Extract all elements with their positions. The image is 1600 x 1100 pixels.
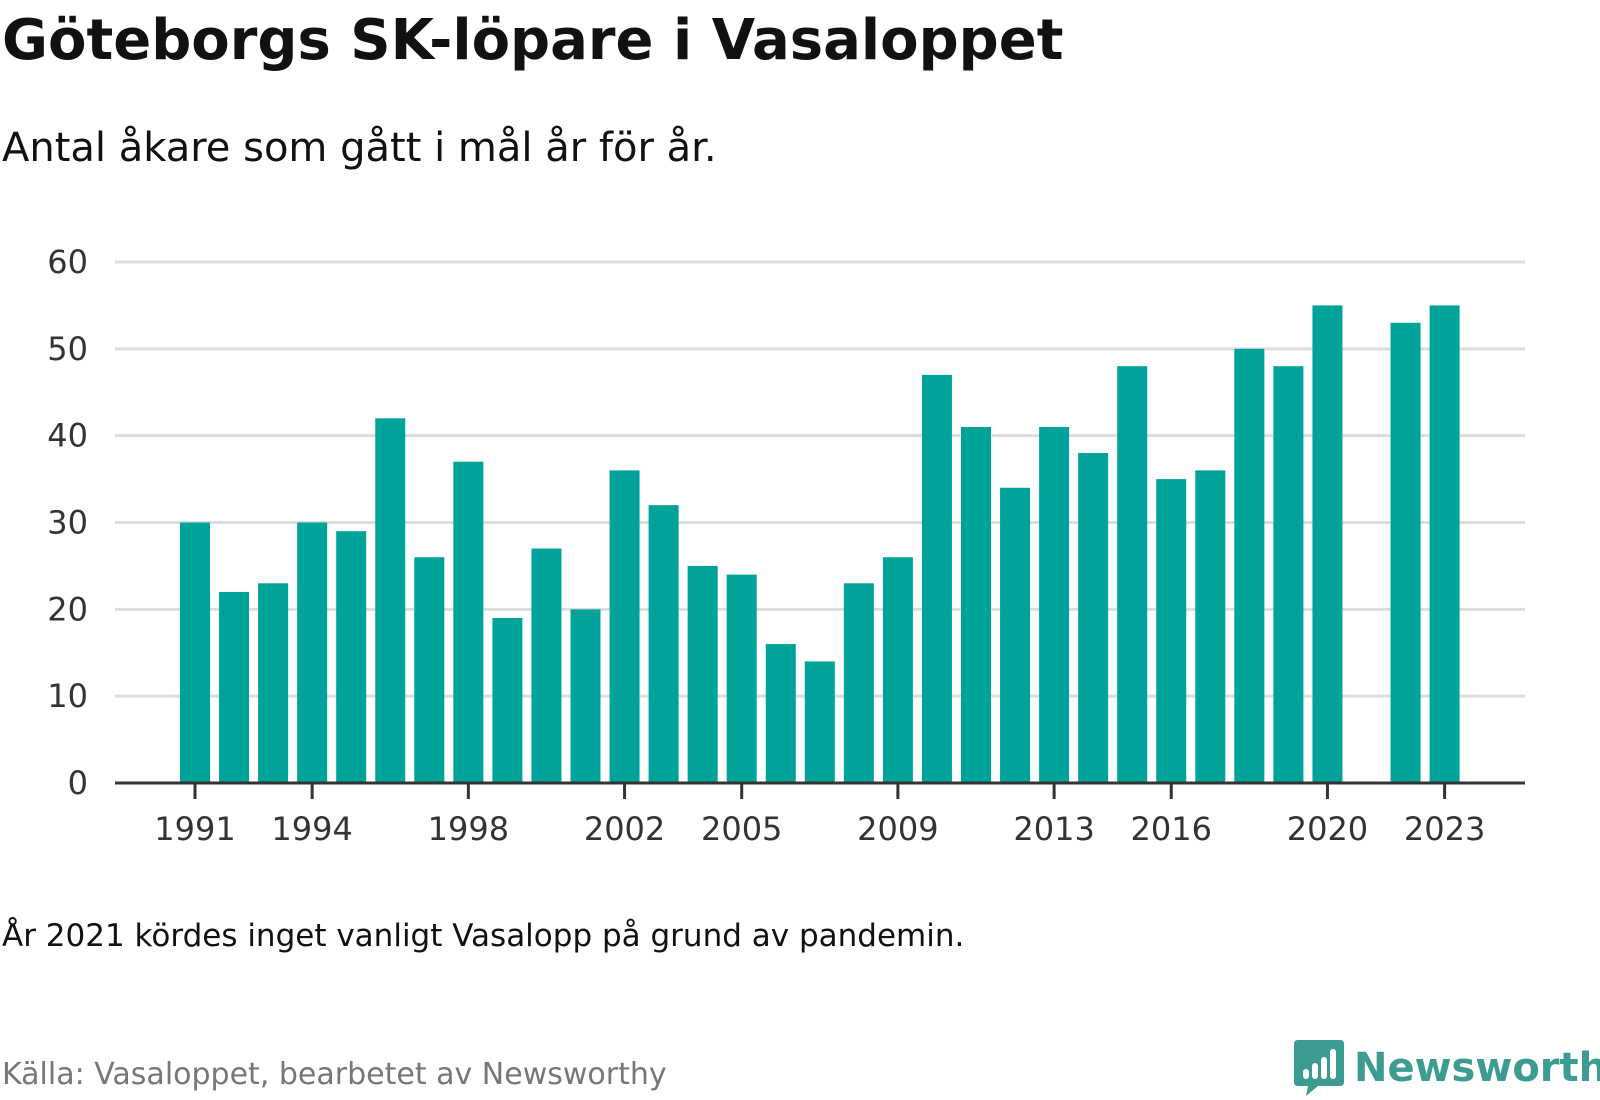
footnote: År 2021 kördes inget vanligt Vasalopp på…: [2, 918, 965, 954]
bar-2016: [1156, 479, 1187, 783]
source-credit: Källa: Vasaloppet, bearbetet av Newswort…: [2, 1057, 667, 1092]
bar-chart: 0 10 20 30 40 50 60 1991 1994 1998 2002 2005 2009 201…: [47, 243, 1525, 848]
bar-2004: [687, 565, 718, 783]
bar-2000: [531, 548, 562, 783]
bar-1993: [258, 583, 289, 783]
x-tick-label: 2005: [701, 810, 782, 848]
bar-1992: [219, 591, 250, 783]
x-tick-label: 2023: [1404, 810, 1485, 848]
y-tick-label: 30: [47, 504, 88, 542]
bar-2006: [765, 644, 796, 783]
bar-1999: [492, 618, 523, 783]
y-tick-label: 50: [47, 330, 88, 368]
y-tick-label: 60: [47, 243, 88, 281]
bar-2008: [843, 583, 874, 783]
bar-1991: [180, 522, 210, 783]
bar-2019: [1273, 366, 1304, 783]
bar-2022: [1390, 322, 1421, 783]
bar-2005: [726, 574, 757, 783]
bar-2007: [804, 661, 835, 783]
bar-2012: [1000, 487, 1031, 783]
y-tick-label: 0: [68, 764, 88, 802]
y-tick-label: 40: [47, 417, 88, 455]
bar-2010: [921, 374, 952, 783]
x-tick-label: 2016: [1131, 810, 1212, 848]
y-tick-label: 20: [47, 590, 88, 628]
x-tick-label: 1991: [154, 810, 235, 848]
bar-1996: [375, 418, 406, 783]
bar-1994: [297, 522, 328, 783]
x-tick-label: 2002: [584, 810, 665, 848]
axes: 0 10 20 30 40 50 60 1991 1994 1998 2002 2005 2009 201…: [47, 243, 1525, 848]
bar-chart-speech-bubble-icon: [1294, 1040, 1344, 1096]
bar-2020: [1312, 305, 1343, 783]
brand-logo: Newsworthy: [1294, 1040, 1600, 1096]
bar-2003: [648, 505, 679, 783]
bar-2009: [882, 557, 913, 783]
bar-1998: [453, 461, 484, 783]
chart-title: Göteborgs SK-löpare i Vasaloppet: [2, 8, 1064, 73]
x-tick-label: 2009: [857, 810, 938, 848]
bar-2001: [570, 609, 601, 783]
brand-name: Newsworthy: [1354, 1045, 1600, 1091]
chart-subtitle: Antal åkare som gått i mål år för år.: [2, 125, 717, 171]
bar-2002: [609, 470, 640, 783]
bar-2017: [1195, 470, 1226, 783]
x-tick-label: 2020: [1287, 810, 1368, 848]
bar-2013: [1039, 426, 1070, 783]
bar-2018: [1234, 348, 1265, 783]
y-tick-label: 10: [47, 677, 88, 715]
bars: [180, 305, 1460, 783]
bar-2015: [1117, 366, 1148, 783]
x-tick-label: 1998: [428, 810, 509, 848]
bar-2014: [1078, 453, 1109, 783]
x-tick-label: 2013: [1013, 810, 1094, 848]
bar-2011: [961, 426, 991, 783]
bar-2023: [1429, 305, 1460, 783]
bar-1995: [336, 531, 367, 783]
bar-1997: [414, 557, 445, 783]
x-tick-label: 1994: [271, 810, 352, 848]
